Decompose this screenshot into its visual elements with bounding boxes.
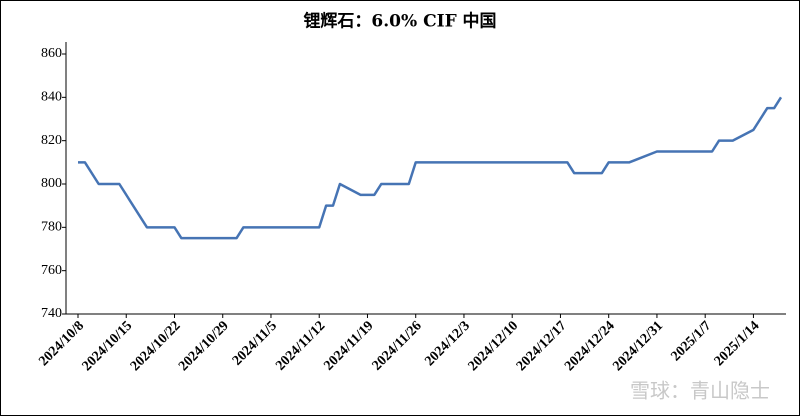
y-tick-label: 820	[41, 133, 62, 148]
y-tick-label: 800	[41, 176, 62, 191]
y-tick-label: 840	[41, 90, 62, 105]
chart-title: 锂辉石：6.0% CIF 中国	[303, 11, 496, 32]
y-tick-label: 860	[41, 46, 62, 61]
line-series	[78, 96, 783, 240]
y-tick-label: 740	[41, 306, 62, 321]
y-tick-label: 760	[41, 263, 62, 278]
watermark: 雪球：青山隐士	[630, 379, 770, 403]
y-tick-label: 780	[41, 220, 62, 235]
